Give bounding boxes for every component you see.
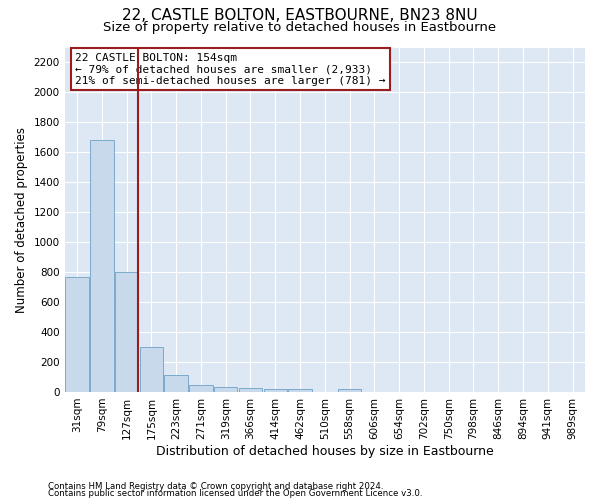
Bar — [90, 140, 113, 392]
X-axis label: Distribution of detached houses by size in Eastbourne: Distribution of detached houses by size … — [156, 444, 494, 458]
Text: Contains HM Land Registry data © Crown copyright and database right 2024.: Contains HM Land Registry data © Crown c… — [48, 482, 383, 491]
Text: Size of property relative to detached houses in Eastbourne: Size of property relative to detached ho… — [103, 21, 497, 34]
Bar — [263, 389, 287, 392]
Y-axis label: Number of detached properties: Number of detached properties — [15, 126, 28, 312]
Bar — [214, 388, 238, 392]
Text: 22, CASTLE BOLTON, EASTBOURNE, BN23 8NU: 22, CASTLE BOLTON, EASTBOURNE, BN23 8NU — [122, 8, 478, 22]
Bar — [115, 272, 139, 392]
Text: Contains public sector information licensed under the Open Government Licence v3: Contains public sector information licen… — [48, 489, 422, 498]
Bar — [288, 389, 312, 392]
Bar — [65, 276, 89, 392]
Bar — [164, 374, 188, 392]
Bar — [338, 389, 361, 392]
Bar — [189, 385, 213, 392]
Bar — [239, 388, 262, 392]
Text: 22 CASTLE BOLTON: 154sqm
← 79% of detached houses are smaller (2,933)
21% of sem: 22 CASTLE BOLTON: 154sqm ← 79% of detach… — [75, 52, 386, 86]
Bar — [140, 347, 163, 392]
